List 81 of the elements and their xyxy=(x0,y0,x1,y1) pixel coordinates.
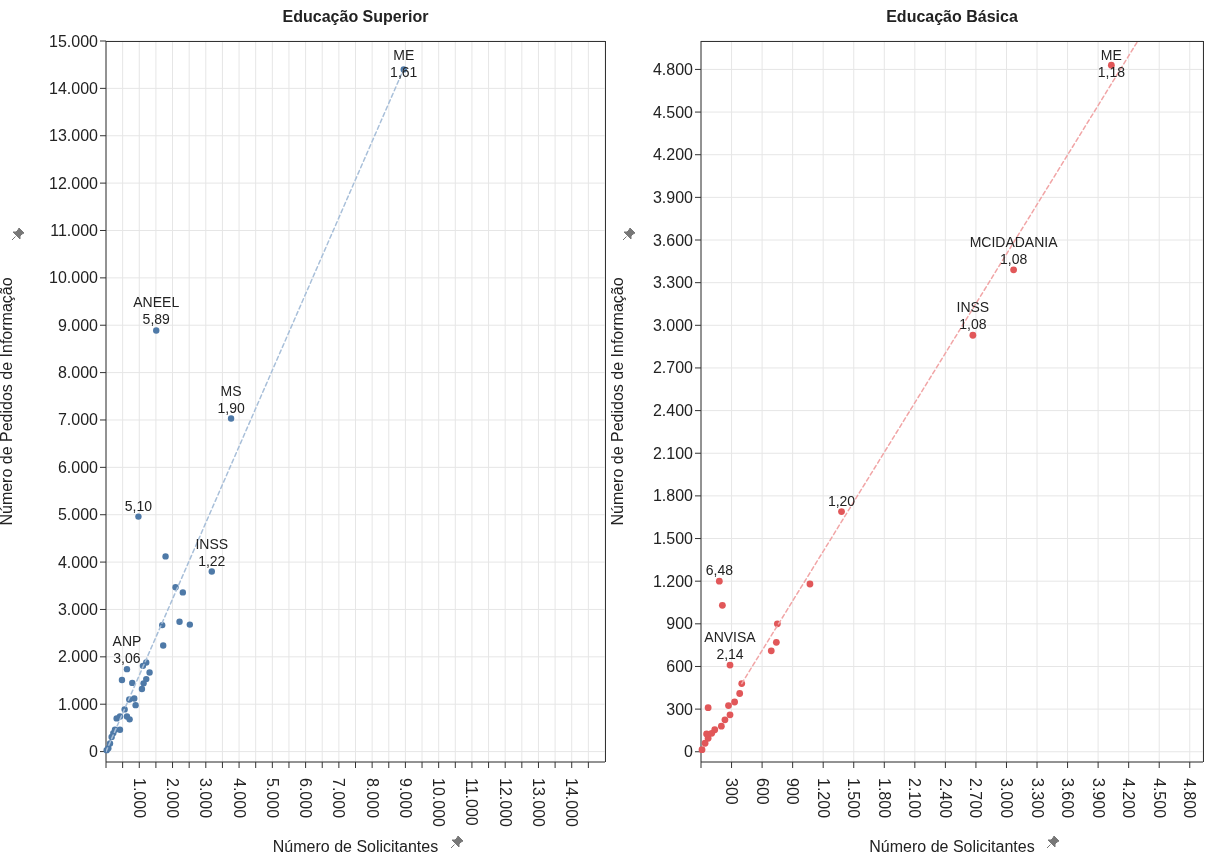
x-tick-label: 300 xyxy=(723,778,741,805)
y-tick-label: 4.000 xyxy=(57,553,99,571)
annotation: ME 1,18 xyxy=(1097,47,1126,80)
y-tick-label: 10.000 xyxy=(49,269,99,287)
y-tick-label: 2.400 xyxy=(652,402,694,420)
x-tick-label: 3.000 xyxy=(997,778,1015,819)
y-tick-label: 5.000 xyxy=(57,506,99,524)
x-axis-title: Número de Solicitantes xyxy=(272,838,439,852)
x-tick-label: 14.000 xyxy=(563,778,581,828)
y-tick-label: 2.700 xyxy=(652,359,694,377)
y-axis-title: Número de Pedidos de Informação xyxy=(608,277,626,526)
x-tick-label: 1.000 xyxy=(130,778,148,819)
y-tick-label: 4.800 xyxy=(652,60,694,78)
annotation: MCIDADANIA 1,08 xyxy=(969,233,1059,267)
y-tick-label: 1.800 xyxy=(652,487,694,505)
annotation: 5,10 xyxy=(124,497,153,514)
y-tick-label: 6.000 xyxy=(57,458,99,476)
y-tick-label: 8.000 xyxy=(57,364,99,382)
y-tick-label: 9.000 xyxy=(57,316,99,334)
y-tick-label: 7.000 xyxy=(57,411,99,429)
annotation: ANEEL 5,89 xyxy=(133,294,180,328)
y-tick-label: 0 xyxy=(684,743,694,761)
annotation: 6,48 xyxy=(705,562,734,579)
x-tick-label: 4.200 xyxy=(1120,778,1138,819)
y-tick-label: 300 xyxy=(666,700,694,718)
y-tick-label: 3.000 xyxy=(57,600,99,618)
x-tick-label: 6.000 xyxy=(297,778,315,819)
x-tick-label: 2.400 xyxy=(936,778,954,819)
y-tick-label: 2.000 xyxy=(57,648,99,666)
y-tick-label: 0 xyxy=(89,743,99,761)
annotation: ANVISA 2,14 xyxy=(704,629,757,663)
y-axis-title: Número de Pedidos de Informação xyxy=(0,277,15,526)
y-tick-label: 1.200 xyxy=(652,572,694,590)
x-tick-label: 5.000 xyxy=(263,778,281,819)
x-tick-label: 10.000 xyxy=(430,778,448,828)
y-tick-label: 15.000 xyxy=(49,32,99,50)
x-tick-label: 2.100 xyxy=(906,778,924,819)
x-tick-label: 1.500 xyxy=(845,778,863,819)
x-tick-label: 1.200 xyxy=(814,778,832,819)
x-tick-label: 11.000 xyxy=(463,778,481,826)
x-tick-label: 2.700 xyxy=(967,778,985,819)
annotation: INSS 1,08 xyxy=(956,299,990,333)
chart-title: Educação Básica xyxy=(885,8,1019,26)
y-tick-label: 14.000 xyxy=(49,79,99,97)
x-tick-label: 9.000 xyxy=(396,778,414,819)
x-tick-label: 3.000 xyxy=(197,778,215,819)
y-tick-label: 4.200 xyxy=(652,146,694,164)
x-tick-label: 7.000 xyxy=(330,778,348,819)
x-tick-label: 4.500 xyxy=(1150,778,1168,819)
x-tick-label: 600 xyxy=(753,778,771,805)
y-tick-label: 3.900 xyxy=(652,188,694,206)
y-tick-label: 13.000 xyxy=(49,127,99,145)
x-tick-label: 2.000 xyxy=(164,778,182,819)
annotation: INSS 1,22 xyxy=(195,535,229,569)
x-tick-label: 8.000 xyxy=(363,778,381,819)
annotation: ANP 3,06 xyxy=(112,633,142,667)
x-tick-label: 13.000 xyxy=(529,778,547,828)
x-tick-label: 4.800 xyxy=(1181,778,1199,819)
x-tick-label: 12.000 xyxy=(496,778,514,828)
y-tick-label: 1.500 xyxy=(652,530,694,548)
x-tick-label: 1.800 xyxy=(875,778,893,819)
annotation: 1,20 xyxy=(827,492,856,509)
y-tick-label: 12.000 xyxy=(49,174,99,192)
y-tick-label: 1.000 xyxy=(57,695,99,713)
x-tick-label: 3.600 xyxy=(1059,778,1077,819)
y-tick-label: 600 xyxy=(666,657,694,675)
x-tick-label: 900 xyxy=(784,778,802,805)
y-tick-label: 3.000 xyxy=(652,316,694,334)
x-axis-title: Número de Solicitantes xyxy=(869,838,1035,852)
y-tick-label: 2.100 xyxy=(652,444,694,462)
y-tick-label: 900 xyxy=(666,615,694,633)
y-tick-label: 3.300 xyxy=(652,274,694,292)
x-tick-label: 3.300 xyxy=(1028,778,1046,819)
chart-title: Educação Superior xyxy=(281,8,430,26)
y-tick-label: 3.600 xyxy=(652,231,694,249)
annotation: ME 1,61 xyxy=(390,47,418,80)
annotation: MS 1,90 xyxy=(217,382,245,416)
y-tick-label: 4.500 xyxy=(652,103,694,121)
x-tick-label: 3.900 xyxy=(1089,778,1107,819)
y-tick-label: 11.000 xyxy=(50,221,99,239)
x-tick-label: 4.000 xyxy=(230,778,248,819)
